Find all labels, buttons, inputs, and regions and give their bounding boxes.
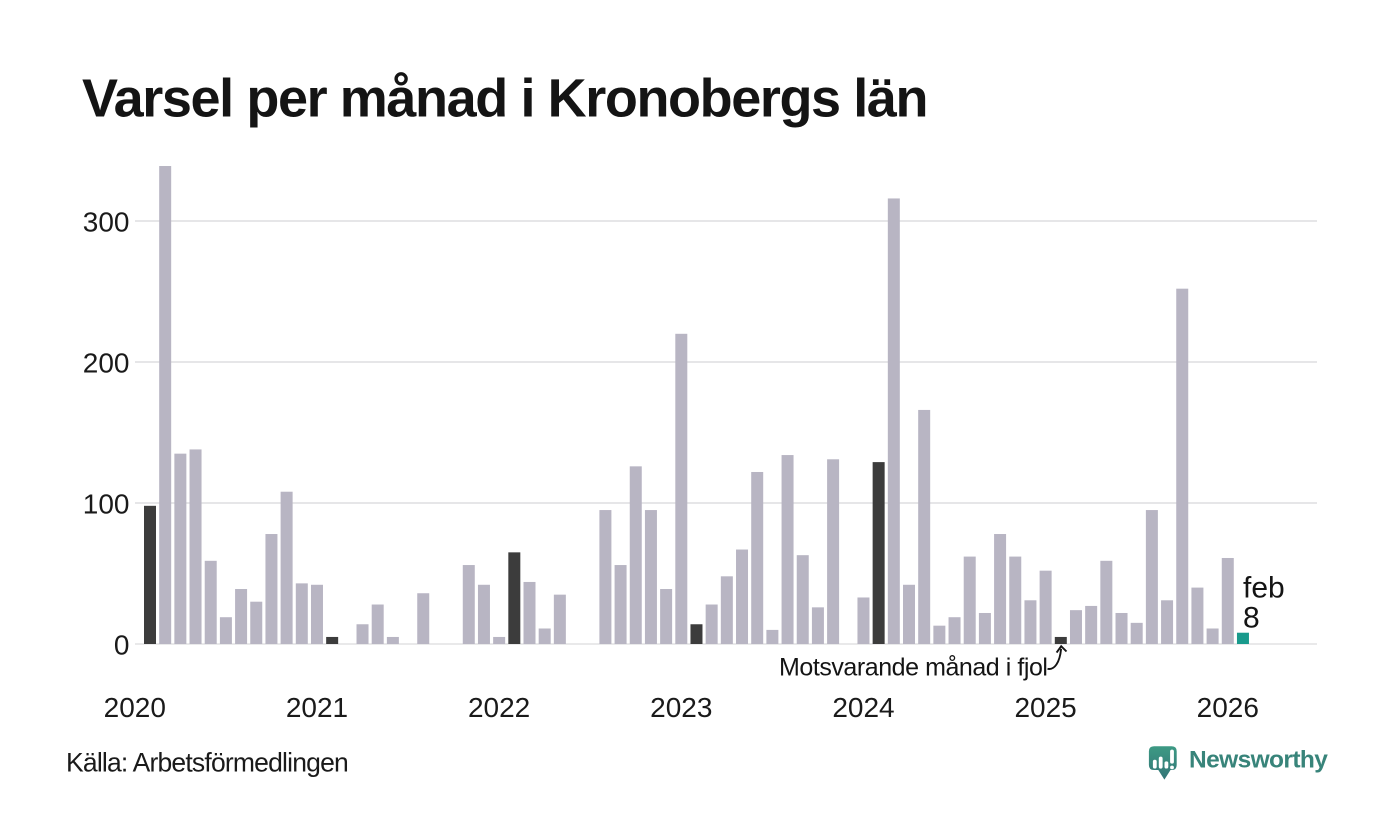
svg-text:2024: 2024 [832,692,894,723]
svg-text:Motsvarande månad i fjol: Motsvarande månad i fjol [779,653,1048,681]
svg-text:Newsworthy: Newsworthy [1189,747,1328,774]
svg-text:2023: 2023 [650,692,712,723]
svg-text:2022: 2022 [468,692,530,723]
svg-text:300: 300 [83,207,130,238]
svg-text:100: 100 [83,489,130,520]
svg-text:0: 0 [114,630,130,661]
svg-text:8: 8 [1243,602,1260,635]
svg-text:2020: 2020 [104,692,166,723]
svg-text:2021: 2021 [286,692,348,723]
svg-text:200: 200 [83,348,130,379]
svg-text:feb: feb [1243,572,1285,605]
svg-text:Källa: Arbetsförmedlingen: Källa: Arbetsförmedlingen [66,748,348,778]
svg-text:2026: 2026 [1197,692,1259,723]
svg-text:Varsel per månad i Kronobergs: Varsel per månad i Kronobergs län [82,69,927,129]
svg-text:2025: 2025 [1014,692,1076,723]
